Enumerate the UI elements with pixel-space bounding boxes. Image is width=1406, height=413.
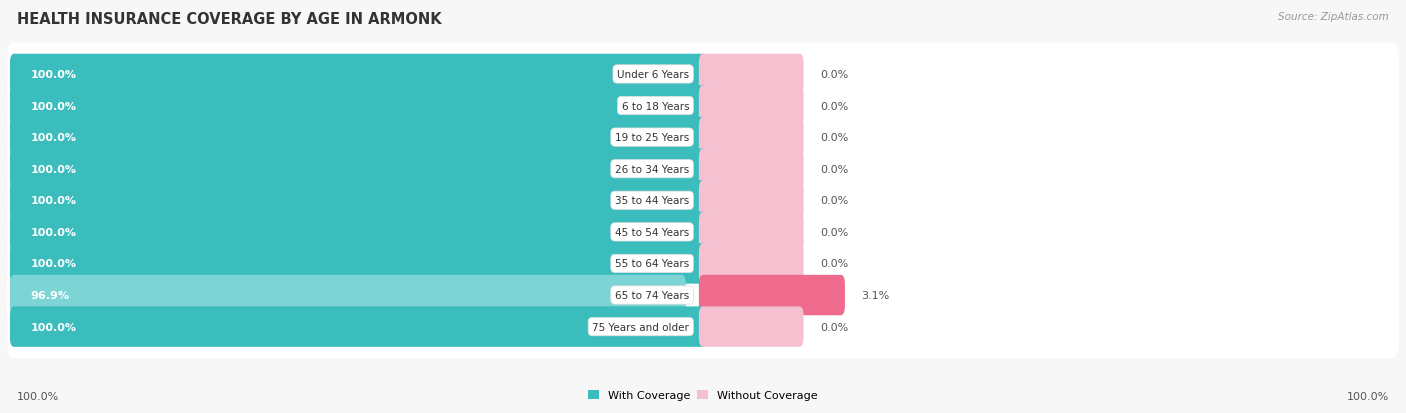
Text: 0.0%: 0.0%: [820, 101, 848, 111]
FancyBboxPatch shape: [10, 86, 707, 126]
Text: Under 6 Years: Under 6 Years: [617, 70, 689, 80]
Text: 0.0%: 0.0%: [820, 322, 848, 332]
Text: 26 to 34 Years: 26 to 34 Years: [614, 164, 689, 174]
FancyBboxPatch shape: [7, 264, 1399, 327]
FancyBboxPatch shape: [699, 118, 804, 158]
FancyBboxPatch shape: [699, 244, 804, 284]
FancyBboxPatch shape: [10, 180, 707, 221]
Text: 100.0%: 100.0%: [31, 227, 76, 237]
FancyBboxPatch shape: [10, 55, 707, 95]
Text: 100.0%: 100.0%: [31, 101, 76, 111]
Text: 0.0%: 0.0%: [820, 259, 848, 269]
Text: 65 to 74 Years: 65 to 74 Years: [614, 290, 689, 300]
Text: 0.0%: 0.0%: [820, 70, 848, 80]
Text: 19 to 25 Years: 19 to 25 Years: [614, 133, 689, 143]
Text: 100.0%: 100.0%: [31, 164, 76, 174]
Text: 35 to 44 Years: 35 to 44 Years: [614, 196, 689, 206]
FancyBboxPatch shape: [7, 106, 1399, 169]
Text: 0.0%: 0.0%: [820, 133, 848, 143]
FancyBboxPatch shape: [7, 138, 1399, 201]
Text: 0.0%: 0.0%: [820, 164, 848, 174]
Text: 100.0%: 100.0%: [31, 322, 76, 332]
Text: 55 to 64 Years: 55 to 64 Years: [614, 259, 689, 269]
FancyBboxPatch shape: [7, 43, 1399, 106]
FancyBboxPatch shape: [10, 307, 707, 347]
FancyBboxPatch shape: [10, 149, 707, 190]
Text: 96.9%: 96.9%: [31, 290, 69, 300]
Text: 75 Years and older: 75 Years and older: [592, 322, 689, 332]
FancyBboxPatch shape: [699, 180, 804, 221]
Text: 100.0%: 100.0%: [1347, 391, 1389, 401]
Text: 3.1%: 3.1%: [862, 290, 890, 300]
FancyBboxPatch shape: [10, 275, 686, 316]
Text: 0.0%: 0.0%: [820, 196, 848, 206]
Text: 0.0%: 0.0%: [820, 227, 848, 237]
FancyBboxPatch shape: [699, 275, 845, 316]
FancyBboxPatch shape: [7, 232, 1399, 295]
Text: 6 to 18 Years: 6 to 18 Years: [621, 101, 689, 111]
Text: 100.0%: 100.0%: [17, 391, 59, 401]
FancyBboxPatch shape: [7, 169, 1399, 232]
Text: HEALTH INSURANCE COVERAGE BY AGE IN ARMONK: HEALTH INSURANCE COVERAGE BY AGE IN ARMO…: [17, 12, 441, 27]
FancyBboxPatch shape: [10, 244, 707, 284]
FancyBboxPatch shape: [699, 86, 804, 126]
FancyBboxPatch shape: [7, 295, 1399, 358]
FancyBboxPatch shape: [7, 201, 1399, 264]
Text: 100.0%: 100.0%: [31, 133, 76, 143]
Text: 100.0%: 100.0%: [31, 196, 76, 206]
Text: 100.0%: 100.0%: [31, 70, 76, 80]
Text: Source: ZipAtlas.com: Source: ZipAtlas.com: [1278, 12, 1389, 22]
FancyBboxPatch shape: [10, 212, 707, 252]
FancyBboxPatch shape: [699, 149, 804, 190]
FancyBboxPatch shape: [699, 55, 804, 95]
FancyBboxPatch shape: [699, 212, 804, 252]
Text: 100.0%: 100.0%: [31, 259, 76, 269]
FancyBboxPatch shape: [7, 75, 1399, 138]
FancyBboxPatch shape: [10, 118, 707, 158]
Text: 45 to 54 Years: 45 to 54 Years: [614, 227, 689, 237]
FancyBboxPatch shape: [699, 307, 804, 347]
Legend: With Coverage, Without Coverage: With Coverage, Without Coverage: [583, 385, 823, 405]
